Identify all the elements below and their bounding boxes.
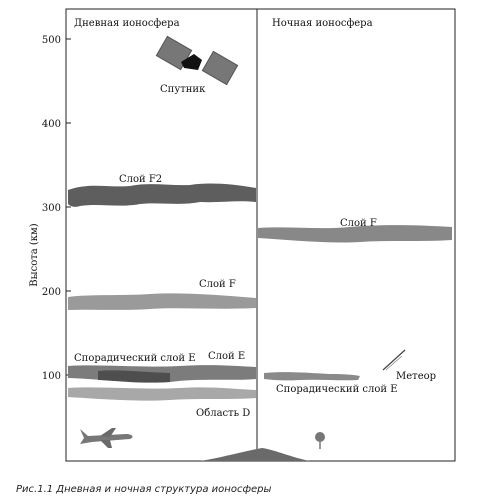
mountain-silhouette — [200, 448, 310, 461]
d-region-day — [68, 387, 256, 401]
sporadic-e-night-label: Спорадический слой Е — [276, 384, 398, 395]
meteor-trail-glow — [385, 355, 403, 371]
ionosphere-diagram: Дневная ионосфера Ночная ионосфера Высот… — [29, 8, 456, 462]
f-layer-night-label: Слой F — [340, 218, 377, 229]
sporadic-e-layer-day — [98, 370, 170, 383]
airplane-icon — [80, 428, 133, 448]
y-tick-label: 200 — [42, 287, 61, 298]
day-panel-title: Дневная ионосфера — [74, 18, 180, 29]
d-region-label: Область D — [196, 408, 250, 419]
sporadic-e-day-label: Спорадический слой Е — [74, 353, 196, 364]
y-tick-label: 400 — [42, 119, 61, 130]
night-panel-title: Ночная ионосфера — [272, 18, 373, 29]
sporadic-e-layer-night — [264, 372, 360, 381]
meteor-trail — [382, 349, 406, 371]
balloon-icon — [315, 432, 325, 449]
satellite-icon — [155, 35, 239, 86]
f2-layer-day — [68, 183, 256, 207]
y-axis-label: Высота (км) — [29, 223, 40, 287]
f-layer-day-label: Слой F — [199, 279, 236, 290]
y-tick-label: 100 — [42, 371, 61, 382]
satellite-body — [181, 54, 202, 70]
satellite-panel-right — [201, 50, 239, 86]
figure-caption: Рис.1.1 Дневная и ночная структура ионос… — [16, 484, 272, 495]
f-layer-night — [258, 225, 452, 243]
y-axis-ticks: 500 400 300 200 100 — [42, 35, 71, 382]
airplane-wing-top — [100, 428, 116, 437]
meteor-icon — [382, 349, 406, 371]
f2-layer-label: Слой F2 — [119, 174, 162, 185]
e-layer-day-label: Слой Е — [208, 351, 245, 362]
balloon-envelope — [315, 432, 325, 442]
y-tick-label: 500 — [42, 35, 61, 46]
f-layer-day — [68, 293, 256, 310]
satellite-label: Спутник — [160, 84, 206, 95]
y-tick-label: 300 — [42, 203, 61, 214]
airplane-wing-bottom — [100, 440, 112, 448]
meteor-label: Метеор — [396, 371, 436, 382]
